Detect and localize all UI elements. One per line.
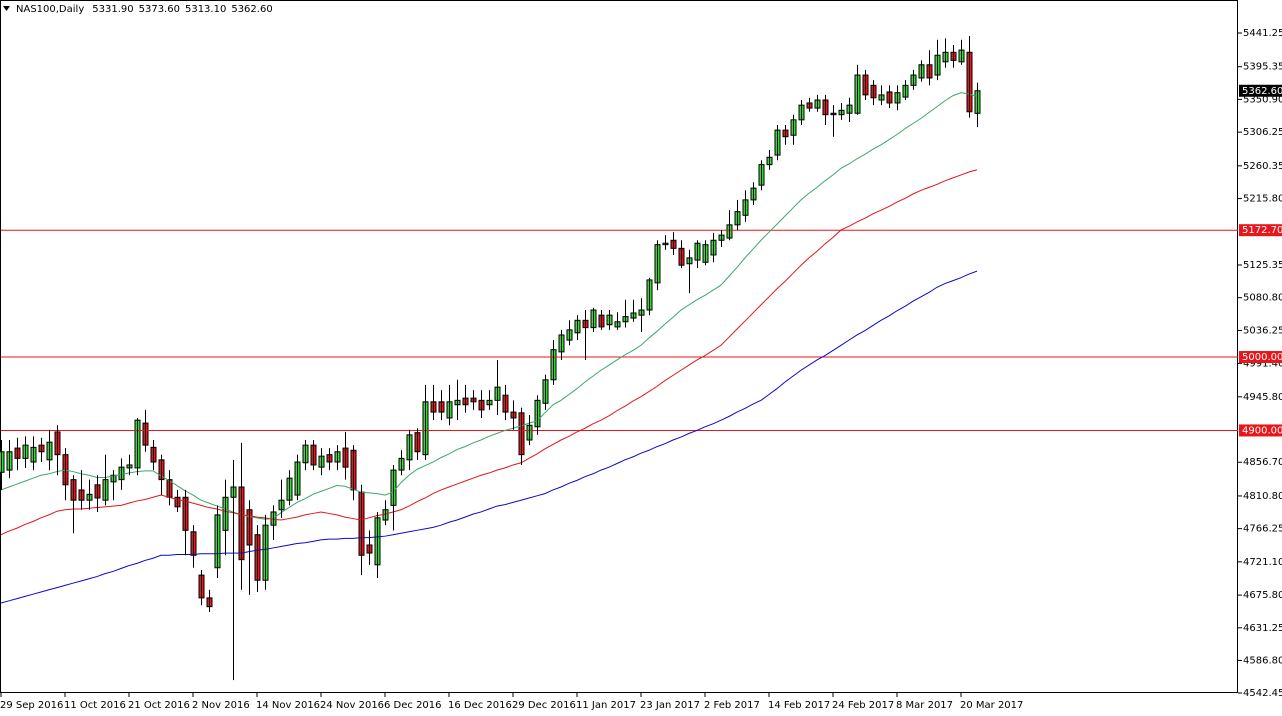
x-tick-label: 6 Dec 2016	[384, 700, 442, 711]
level-price-box	[1239, 224, 1282, 237]
y-tick-label: 5125.35	[1243, 260, 1282, 271]
y-tick-label: 5441.25	[1243, 28, 1282, 39]
chart-title: NAS100,Daily	[16, 4, 84, 15]
level-price-label: 5000.00	[1242, 352, 1282, 363]
y-tick-label: 4856.70	[1243, 457, 1282, 468]
y-tick-label: 4945.80	[1243, 392, 1282, 403]
header-arrow	[3, 6, 10, 11]
level-price-box	[1239, 351, 1282, 364]
y-tick-label: 5306.25	[1243, 127, 1282, 138]
y-tick-label: 5215.80	[1243, 194, 1282, 205]
y-tick-label: 5395.35	[1243, 62, 1282, 73]
y-tick-label: 4766.25	[1243, 524, 1282, 535]
moving-average-line	[1, 92, 978, 520]
x-tick-label: 23 Jan 2017	[640, 700, 700, 711]
plot-area	[1, 36, 1238, 681]
x-tick-label: 21 Oct 2016	[128, 700, 190, 711]
y-tick-label: 5080.80	[1243, 293, 1282, 304]
header-low: 5313.10	[185, 4, 226, 15]
y-tick-label: 4991.40	[1243, 358, 1282, 369]
moving-average-line	[1, 270, 978, 604]
last-price-box	[1239, 84, 1282, 97]
x-tick-label: 2 Nov 2016	[192, 700, 250, 711]
x-tick-label: 11 Jan 2017	[576, 700, 636, 711]
x-tick-label: 2 Feb 2017	[704, 700, 760, 711]
level-price-box	[1239, 424, 1282, 437]
chart-header: NAS100,Daily 5331.90 5373.60 5313.10 5362.60	[16, 4, 273, 15]
level-price-label: 5172.70	[1242, 225, 1282, 236]
x-tick-label: 8 Mar 2017	[896, 700, 953, 711]
x-tick-label: 24 Feb 2017	[832, 700, 894, 711]
x-tick-label: 14 Feb 2017	[768, 700, 830, 711]
header-close: 5362.60	[231, 4, 272, 15]
y-tick-label: 4810.80	[1243, 491, 1282, 502]
plot-frame	[0, 0, 1238, 693]
y-tick-label: 4675.80	[1243, 590, 1282, 601]
header-high: 5373.60	[139, 4, 180, 15]
y-tick-label: 5036.25	[1243, 325, 1282, 336]
y-tick-label: 5350.90	[1243, 94, 1282, 105]
y-tick-label: 4721.10	[1243, 557, 1282, 568]
x-tick-label: 24 Nov 2016	[320, 700, 384, 711]
x-tick-label: 29 Sep 2016	[0, 700, 63, 711]
moving-average-line	[1, 169, 978, 536]
x-tick-label: 20 Mar 2017	[960, 700, 1023, 711]
x-tick-label: 14 Nov 2016	[256, 700, 320, 711]
y-tick-label: 4586.80	[1243, 655, 1282, 666]
x-tick-label: 16 Dec 2016	[448, 700, 512, 711]
y-tick-label: 4542.45	[1243, 688, 1282, 699]
header-open: 5331.90	[92, 4, 133, 15]
x-tick-label: 29 Dec 2016	[512, 700, 576, 711]
last-price-label: 5362.60	[1242, 86, 1282, 97]
y-tick-label: 5260.35	[1243, 161, 1282, 172]
level-price-label: 4900.00	[1242, 425, 1282, 436]
y-tick-label: 4631.25	[1243, 623, 1282, 634]
x-tick-label: 11 Oct 2016	[64, 700, 126, 711]
